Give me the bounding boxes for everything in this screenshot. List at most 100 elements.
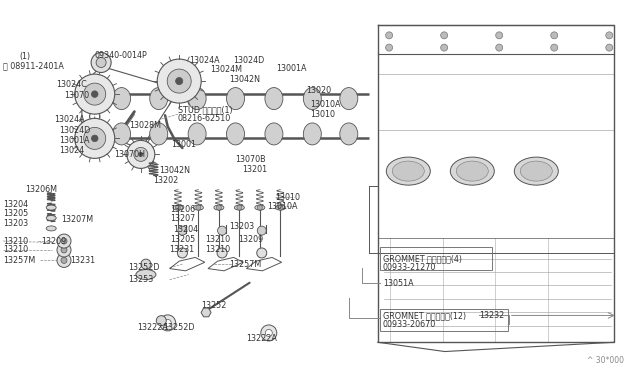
- Ellipse shape: [46, 215, 56, 221]
- Text: 13222A: 13222A: [138, 323, 168, 332]
- Circle shape: [141, 259, 151, 269]
- Circle shape: [237, 205, 242, 210]
- Text: 13205: 13205: [170, 235, 195, 244]
- Text: 13010: 13010: [310, 110, 335, 119]
- Ellipse shape: [173, 205, 183, 210]
- Circle shape: [216, 205, 221, 210]
- Circle shape: [278, 205, 283, 210]
- Circle shape: [156, 316, 166, 326]
- Ellipse shape: [392, 161, 424, 181]
- Circle shape: [218, 226, 227, 235]
- Text: 13222A: 13222A: [246, 334, 277, 343]
- Circle shape: [606, 32, 612, 39]
- Ellipse shape: [520, 161, 552, 181]
- Text: 13210: 13210: [3, 237, 28, 246]
- Circle shape: [92, 135, 98, 142]
- Circle shape: [217, 248, 227, 258]
- Circle shape: [496, 44, 502, 51]
- Text: 13207: 13207: [170, 214, 195, 223]
- Text: 13205: 13205: [3, 209, 28, 218]
- Circle shape: [441, 44, 447, 51]
- Circle shape: [551, 32, 557, 39]
- Circle shape: [441, 32, 447, 39]
- Text: 13020: 13020: [306, 86, 331, 94]
- Circle shape: [606, 44, 612, 51]
- Ellipse shape: [265, 123, 283, 145]
- Text: 13024M: 13024M: [210, 65, 242, 74]
- Ellipse shape: [188, 123, 206, 145]
- Circle shape: [84, 127, 106, 150]
- Text: 13210: 13210: [205, 246, 230, 254]
- Text: 13070H: 13070H: [114, 150, 145, 159]
- Text: 13204: 13204: [3, 200, 28, 209]
- Text: 13206M: 13206M: [26, 185, 58, 194]
- Circle shape: [257, 205, 262, 210]
- Text: 09340-0014P: 09340-0014P: [95, 51, 147, 60]
- Text: 13001A: 13001A: [276, 64, 307, 73]
- Text: 13010A: 13010A: [268, 202, 298, 211]
- Text: 13001: 13001: [172, 140, 196, 149]
- Circle shape: [127, 140, 155, 169]
- Ellipse shape: [387, 157, 430, 185]
- Circle shape: [91, 52, 111, 73]
- Ellipse shape: [515, 157, 558, 185]
- Circle shape: [261, 325, 277, 341]
- Ellipse shape: [46, 205, 56, 210]
- Ellipse shape: [193, 205, 204, 210]
- Text: ^ 30*000: ^ 30*000: [587, 356, 624, 365]
- Circle shape: [196, 205, 201, 210]
- Circle shape: [175, 77, 183, 85]
- Text: 13253: 13253: [128, 275, 153, 284]
- Text: 13252D: 13252D: [163, 323, 195, 332]
- Text: 13070: 13070: [64, 92, 89, 100]
- Text: 13024D: 13024D: [59, 126, 90, 135]
- Circle shape: [157, 59, 201, 103]
- Text: 13252: 13252: [202, 301, 227, 310]
- Text: 00933-20670: 00933-20670: [383, 320, 436, 329]
- Text: 08216-62510: 08216-62510: [178, 114, 231, 123]
- Ellipse shape: [150, 87, 168, 110]
- Text: 13010: 13010: [275, 193, 300, 202]
- Circle shape: [496, 32, 502, 39]
- Circle shape: [75, 118, 115, 158]
- Circle shape: [134, 147, 148, 161]
- Text: STUD スタッド(1): STUD スタッド(1): [178, 106, 232, 115]
- Text: 13257M: 13257M: [229, 260, 261, 269]
- Text: 13210: 13210: [3, 246, 28, 254]
- Circle shape: [386, 32, 392, 39]
- Text: 13024A: 13024A: [54, 115, 85, 124]
- Ellipse shape: [188, 87, 206, 110]
- Text: 13024C: 13024C: [56, 80, 87, 89]
- Text: 13001A: 13001A: [59, 136, 90, 145]
- Text: ⓝ 08911-2401A: ⓝ 08911-2401A: [3, 62, 64, 71]
- Circle shape: [61, 257, 67, 263]
- Ellipse shape: [227, 123, 244, 145]
- Circle shape: [61, 247, 67, 253]
- Circle shape: [551, 44, 557, 51]
- Bar: [380, 247, 492, 270]
- Circle shape: [57, 253, 71, 267]
- Ellipse shape: [340, 87, 358, 110]
- Text: 13252D: 13252D: [128, 263, 159, 272]
- Circle shape: [175, 205, 180, 210]
- Text: 13206: 13206: [170, 205, 195, 214]
- Text: 13231: 13231: [70, 256, 95, 265]
- Text: 13209: 13209: [42, 237, 67, 246]
- Ellipse shape: [227, 87, 244, 110]
- Ellipse shape: [451, 157, 494, 185]
- Circle shape: [57, 243, 71, 257]
- Text: (1): (1): [19, 52, 30, 61]
- Text: 00933-21270: 00933-21270: [383, 263, 436, 272]
- Circle shape: [266, 330, 272, 336]
- Ellipse shape: [303, 123, 321, 145]
- Circle shape: [84, 83, 106, 105]
- Text: 13203: 13203: [229, 222, 254, 231]
- Text: 13028M: 13028M: [129, 121, 161, 130]
- Text: 13042N: 13042N: [159, 166, 189, 175]
- Text: 13203: 13203: [3, 219, 28, 228]
- Ellipse shape: [265, 87, 283, 110]
- Ellipse shape: [113, 123, 131, 145]
- Ellipse shape: [234, 205, 244, 210]
- Ellipse shape: [214, 205, 224, 210]
- Text: 13210: 13210: [205, 235, 230, 244]
